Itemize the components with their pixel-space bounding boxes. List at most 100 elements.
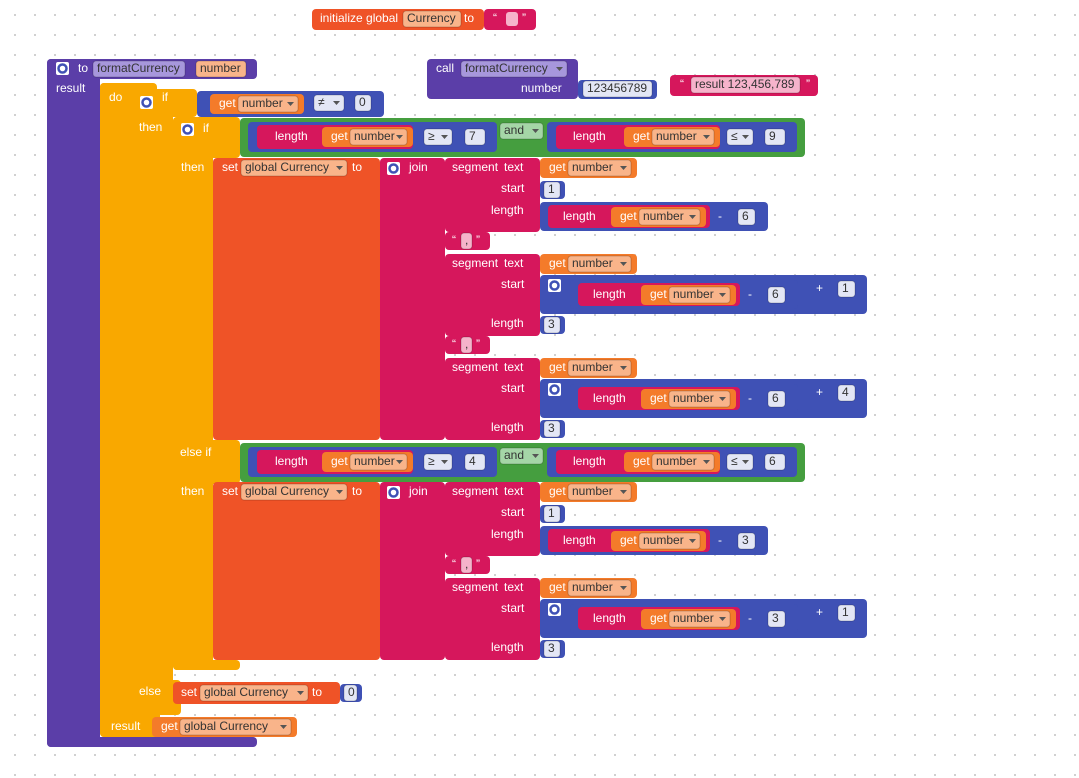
label: get (549, 484, 566, 498)
label: segment (452, 360, 499, 374)
label: result (56, 81, 86, 95)
label: do (109, 90, 123, 104)
label: 3 (548, 421, 555, 435)
label: and (504, 123, 524, 137)
label: number (354, 129, 395, 143)
dropdown-arrow (742, 135, 749, 139)
label: text (504, 580, 524, 594)
label: Currency (407, 11, 456, 25)
label: get (633, 129, 650, 143)
label: length (491, 527, 524, 541)
block (173, 440, 240, 484)
label: formatCurrency (97, 61, 180, 75)
label: formatCurrency (465, 61, 548, 75)
field (195, 60, 247, 78)
dropdown-arrow (742, 460, 749, 464)
label: to (352, 160, 362, 174)
label: text (504, 360, 524, 374)
gear-icon (388, 487, 399, 498)
dropdown-arrow (396, 135, 403, 139)
label: number (673, 287, 714, 301)
label: “ (452, 233, 456, 247)
field (764, 128, 786, 146)
field (543, 420, 561, 438)
label: get (161, 719, 178, 733)
block (131, 89, 173, 715)
label: number (354, 454, 395, 468)
label: initialize global (320, 11, 398, 25)
dropdown-arrow (620, 262, 627, 266)
field (240, 483, 348, 501)
field (582, 80, 653, 98)
label: ≠ (318, 95, 325, 109)
field (737, 208, 756, 226)
label: + (816, 385, 823, 399)
block (380, 482, 445, 660)
dropdown-arrow (441, 135, 448, 139)
field (349, 128, 408, 146)
label: - (718, 533, 722, 547)
dropdown-arrow (280, 725, 287, 729)
label: else if (180, 445, 212, 459)
label: segment (452, 160, 499, 174)
field (651, 128, 715, 146)
gear-icon (549, 280, 560, 291)
block (47, 59, 100, 747)
field (464, 453, 486, 471)
label: number (673, 611, 714, 625)
label: ≤ (731, 454, 738, 468)
label: length (563, 533, 596, 547)
label: get (549, 580, 566, 594)
label: “ (452, 557, 456, 571)
label: text (504, 484, 524, 498)
label: length (491, 420, 524, 434)
dropdown-arrow (441, 460, 448, 464)
label: 3 (772, 611, 779, 625)
block (213, 482, 380, 660)
field (237, 95, 299, 113)
label: length (593, 287, 626, 301)
label: to (352, 484, 362, 498)
dropdown-arrow (719, 617, 726, 621)
label: start (501, 505, 525, 519)
field (651, 453, 715, 471)
gear-icon (141, 97, 152, 108)
label: start (501, 381, 525, 395)
block (445, 254, 540, 336)
label: - (748, 391, 752, 405)
label: length (275, 129, 308, 143)
dropdown-arrow (703, 460, 710, 464)
dropdown-arrow (532, 454, 539, 458)
field (402, 10, 462, 28)
block (213, 158, 380, 440)
label: number (572, 360, 613, 374)
block (445, 158, 540, 232)
label: if (203, 121, 210, 135)
label: 123456789 (587, 81, 647, 95)
dropdown-arrow (287, 102, 294, 106)
field (567, 579, 632, 597)
field (543, 181, 561, 199)
label: get (331, 129, 348, 143)
field (737, 532, 756, 550)
dropdown-arrow (532, 129, 539, 133)
label: get (549, 256, 566, 270)
field (767, 390, 786, 408)
label: global Currency (245, 160, 329, 174)
label: , (465, 337, 468, 351)
label: 3 (742, 533, 749, 547)
label: 1 (842, 605, 849, 619)
field (343, 684, 358, 702)
label: global Currency (245, 484, 329, 498)
field (423, 453, 453, 471)
field (764, 453, 786, 471)
field (668, 390, 731, 408)
label: get (650, 391, 667, 405)
block (445, 482, 540, 556)
label: 1 (548, 182, 555, 196)
label: set (222, 484, 239, 498)
label: ” (806, 77, 810, 91)
dropdown-arrow (620, 490, 627, 494)
label: length (275, 454, 308, 468)
